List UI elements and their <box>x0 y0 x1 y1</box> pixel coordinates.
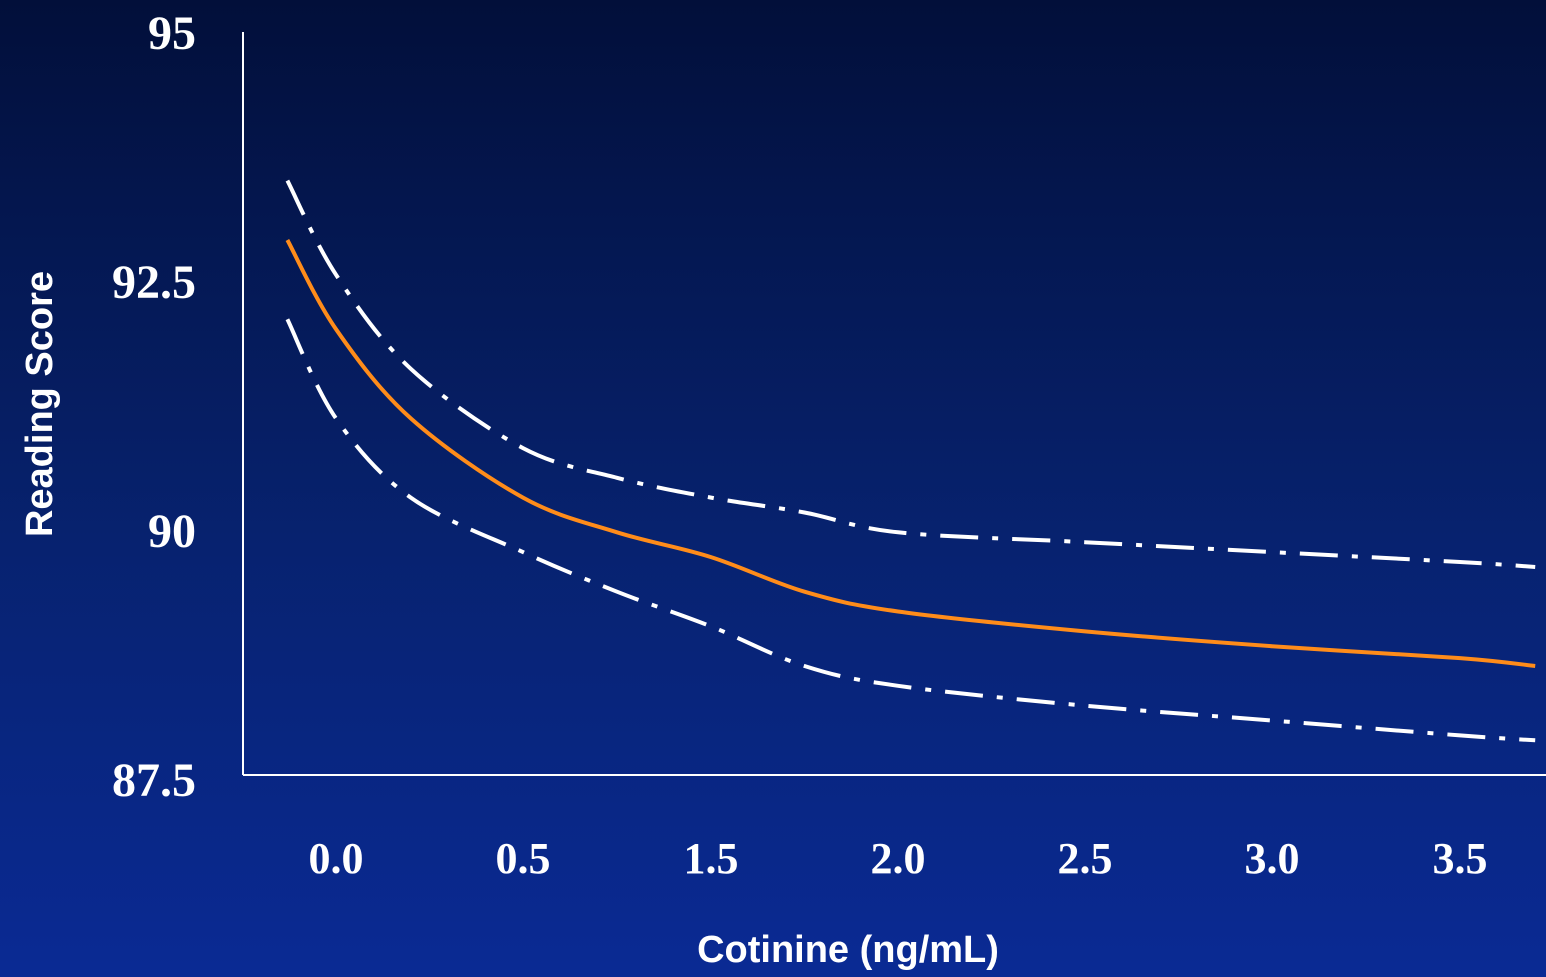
y-tick-label: 92.5 <box>112 256 196 309</box>
series-lines <box>285 179 1536 743</box>
lower-bound-line <box>285 318 1536 743</box>
axes <box>242 32 1546 776</box>
y-tick-labels: 95 92.5 90 87.5 <box>112 7 196 807</box>
estimate-line <box>285 239 1536 668</box>
x-tick-label: 2.0 <box>871 834 926 883</box>
x-tick-label: 3.0 <box>1245 834 1300 883</box>
y-tick-label: 95 <box>148 7 196 60</box>
x-tick-label: 0.5 <box>496 834 551 883</box>
x-tick-label: 2.5 <box>1058 834 1113 883</box>
x-tick-label: 3.5 <box>1433 834 1488 883</box>
x-tick-label: 0.0 <box>309 834 364 883</box>
y-tick-label: 87.5 <box>112 754 196 807</box>
y-tick-label: 90 <box>148 505 196 558</box>
x-tick-label: 1.5 <box>684 834 739 883</box>
upper-bound-line <box>285 179 1536 569</box>
y-axis-title: Reading Score <box>19 271 61 537</box>
x-axis-title: Cotinine (ng/mL) <box>697 929 999 971</box>
x-tick-labels: 0.0 0.5 1.5 2.0 2.5 3.0 3.5 <box>309 834 1488 883</box>
